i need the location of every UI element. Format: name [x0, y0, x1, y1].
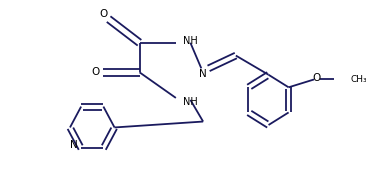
Text: NH: NH — [183, 36, 198, 46]
Text: N: N — [199, 69, 207, 79]
Text: O: O — [92, 67, 100, 77]
Text: NH: NH — [183, 97, 198, 107]
Text: O: O — [99, 9, 107, 19]
Text: N: N — [70, 140, 78, 150]
Text: O: O — [313, 73, 321, 84]
Text: CH₃: CH₃ — [350, 75, 366, 84]
